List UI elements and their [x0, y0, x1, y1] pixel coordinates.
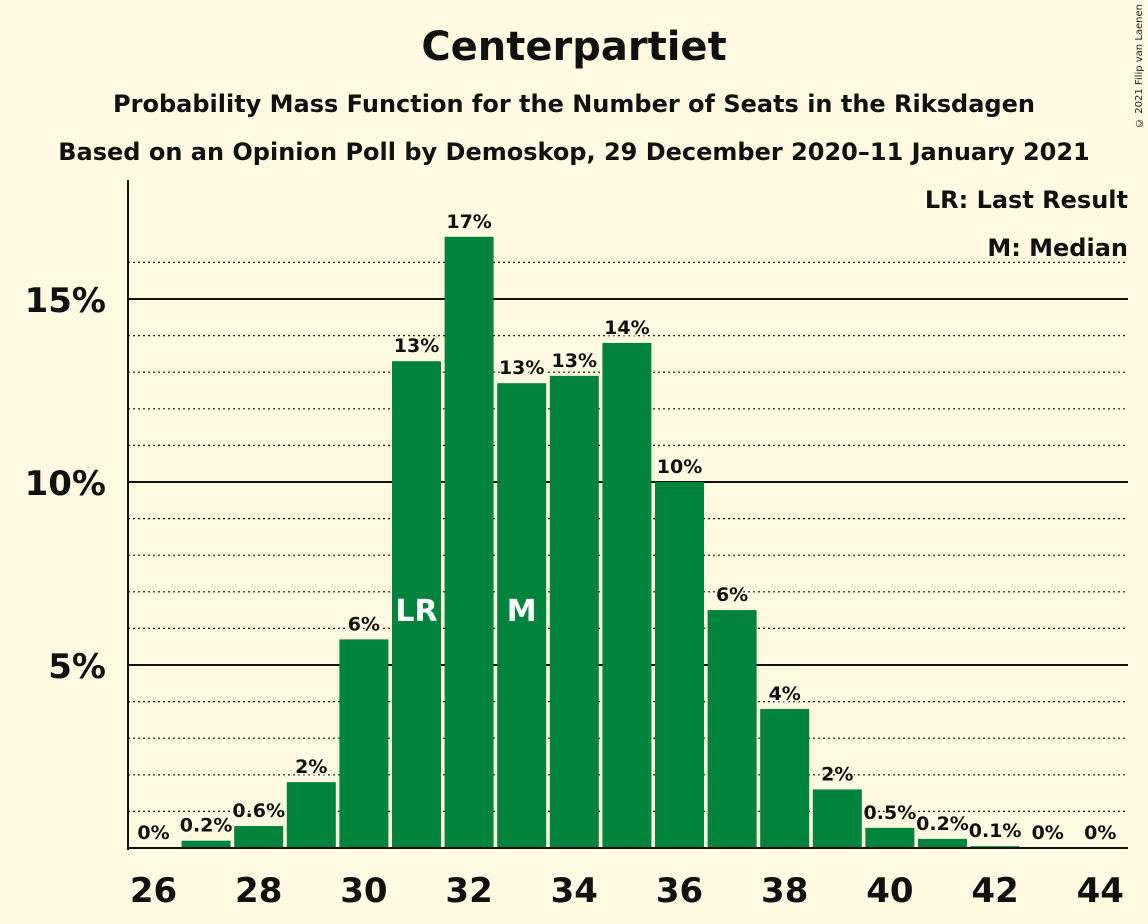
data-label: 14% [604, 317, 649, 339]
data-label: 10% [657, 456, 702, 478]
x-tick-label: 32 [445, 871, 492, 911]
x-tick-label: 40 [866, 871, 913, 911]
legend-median: M: Median [987, 234, 1128, 262]
chart-subtitle: Probability Mass Function for the Number… [113, 90, 1035, 118]
data-label: 17% [446, 211, 491, 233]
x-tick-label: 42 [971, 871, 1018, 911]
x-tick-label: 34 [551, 871, 598, 911]
bar [865, 827, 915, 848]
x-tick-label: 36 [656, 871, 703, 911]
bar [812, 789, 862, 848]
data-label: 13% [499, 357, 544, 379]
data-label: 0% [137, 822, 169, 844]
data-label: 13% [552, 350, 597, 372]
data-label: 0% [1032, 822, 1064, 844]
legend-last-result: LR: Last Result [924, 186, 1128, 214]
bar [392, 361, 441, 848]
data-label: 0.6% [232, 800, 285, 822]
x-tick-label: 30 [340, 871, 387, 911]
y-tick-label: 15% [25, 281, 106, 321]
y-tick-label: 10% [25, 464, 106, 504]
data-label: 0.2% [916, 813, 969, 835]
x-tick-label: 44 [1077, 871, 1124, 911]
bar [181, 840, 231, 848]
chart-title: Centerpartiet [421, 24, 727, 70]
data-label: 13% [394, 335, 439, 357]
bar [602, 342, 652, 848]
data-label: 6% [716, 584, 748, 606]
x-tick-label: 38 [761, 871, 808, 911]
x-tick-label: 28 [235, 871, 282, 911]
data-label: 0.5% [864, 802, 917, 824]
y-tick-label: 5% [48, 647, 106, 687]
data-label: 0.2% [180, 815, 233, 837]
data-label: 0% [1084, 822, 1116, 844]
bar [655, 482, 704, 848]
bar-marker-label: LR [395, 594, 437, 629]
bar [707, 610, 757, 848]
bar [286, 782, 336, 848]
data-label: 2% [295, 756, 327, 778]
bar [339, 639, 389, 848]
bar [497, 383, 547, 848]
bar [234, 826, 284, 848]
bar [760, 708, 810, 848]
x-tick-label: 26 [130, 871, 177, 911]
data-label: 0.1% [969, 820, 1022, 842]
bar [444, 236, 494, 848]
bar-marker-label: M [507, 594, 537, 629]
bar [918, 838, 967, 848]
data-label: 4% [769, 683, 801, 705]
data-label: 2% [821, 763, 853, 785]
data-label: 6% [348, 613, 380, 635]
chart-source-line: Based on an Opinion Poll by Demoskop, 29… [58, 138, 1090, 166]
bar [549, 375, 599, 848]
